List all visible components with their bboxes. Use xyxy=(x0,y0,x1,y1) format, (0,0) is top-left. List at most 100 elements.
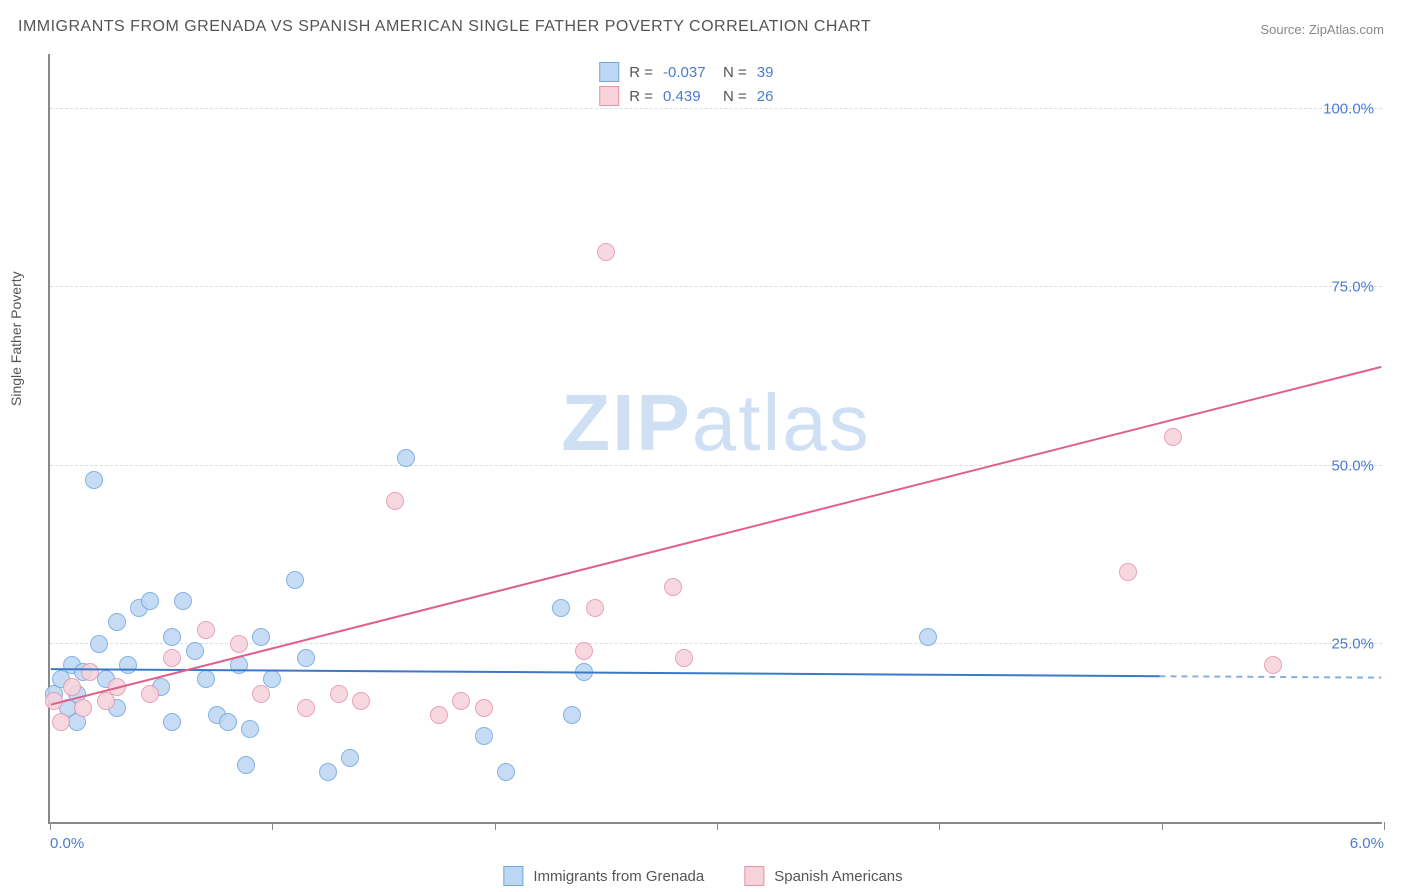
data-point xyxy=(475,727,493,745)
data-point xyxy=(174,592,192,610)
swatch-series-2 xyxy=(744,866,764,886)
trend-line xyxy=(51,669,1160,676)
data-point xyxy=(386,492,404,510)
swatch-series-1 xyxy=(599,62,619,82)
x-tick xyxy=(1384,822,1385,830)
legend-item-2: Spanish Americans xyxy=(744,866,902,886)
data-point xyxy=(141,592,159,610)
n-label: N = xyxy=(723,88,747,105)
data-point xyxy=(186,642,204,660)
data-point xyxy=(252,685,270,703)
data-point xyxy=(297,649,315,667)
x-tick-label: 6.0% xyxy=(1350,835,1384,852)
x-tick xyxy=(717,822,718,830)
x-tick-label: 0.0% xyxy=(50,835,84,852)
watermark: ZIPatlas xyxy=(561,377,870,469)
legend-item-1: Immigrants from Grenada xyxy=(503,866,704,886)
scatter-plot-area: ZIPatlas 25.0%50.0%75.0%100.0%0.0%6.0% xyxy=(48,54,1382,824)
data-point xyxy=(163,713,181,731)
y-axis-label: Single Father Poverty xyxy=(8,271,24,406)
data-point xyxy=(81,663,99,681)
data-point xyxy=(141,685,159,703)
data-point xyxy=(497,763,515,781)
data-point xyxy=(163,649,181,667)
data-point xyxy=(1264,656,1282,674)
data-point xyxy=(219,713,237,731)
data-point xyxy=(397,449,415,467)
data-point xyxy=(119,656,137,674)
data-point xyxy=(341,749,359,767)
data-point xyxy=(475,699,493,717)
data-point xyxy=(575,663,593,681)
data-point xyxy=(919,628,937,646)
y-tick-label: 100.0% xyxy=(1323,101,1374,118)
data-point xyxy=(586,599,604,617)
data-point xyxy=(163,628,181,646)
y-tick-label: 75.0% xyxy=(1331,279,1374,296)
x-tick xyxy=(50,822,51,830)
source-attribution: Source: ZipAtlas.com xyxy=(1260,22,1384,37)
n-label: N = xyxy=(723,64,747,81)
y-tick-label: 25.0% xyxy=(1331,635,1374,652)
data-point xyxy=(664,578,682,596)
data-point xyxy=(230,635,248,653)
data-point xyxy=(108,678,126,696)
source-link[interactable]: ZipAtlas.com xyxy=(1309,22,1384,37)
series-1-name: Immigrants from Grenada xyxy=(533,868,704,885)
trend-line-extension xyxy=(1160,676,1382,677)
data-point xyxy=(241,720,259,738)
data-point xyxy=(230,656,248,674)
data-point xyxy=(237,756,255,774)
swatch-series-1 xyxy=(503,866,523,886)
x-tick xyxy=(495,822,496,830)
data-point xyxy=(1119,563,1137,581)
data-point xyxy=(552,599,570,617)
n-value-1: 39 xyxy=(757,64,807,81)
watermark-zip: ZIP xyxy=(561,378,691,467)
legend-row-series-2: R = 0.439 N = 26 xyxy=(599,84,807,108)
series-legend: Immigrants from Grenada Spanish American… xyxy=(503,866,902,886)
watermark-atlas: atlas xyxy=(692,378,871,467)
swatch-series-2 xyxy=(599,86,619,106)
trend-line xyxy=(51,367,1382,705)
data-point xyxy=(90,635,108,653)
source-prefix: Source: xyxy=(1260,22,1308,37)
data-point xyxy=(597,243,615,261)
gridline xyxy=(50,643,1382,644)
x-tick xyxy=(1162,822,1163,830)
data-point xyxy=(85,471,103,489)
data-point xyxy=(575,642,593,660)
data-point xyxy=(286,571,304,589)
x-tick xyxy=(939,822,940,830)
data-point xyxy=(330,685,348,703)
data-point xyxy=(74,699,92,717)
n-value-2: 26 xyxy=(757,88,807,105)
data-point xyxy=(319,763,337,781)
gridline xyxy=(50,286,1382,287)
data-point xyxy=(108,613,126,631)
legend-row-series-1: R = -0.037 N = 39 xyxy=(599,60,807,84)
data-point xyxy=(452,692,470,710)
x-tick xyxy=(272,822,273,830)
r-label: R = xyxy=(629,64,653,81)
data-point xyxy=(297,699,315,717)
data-point xyxy=(45,692,63,710)
data-point xyxy=(63,678,81,696)
data-point xyxy=(1164,428,1182,446)
gridline xyxy=(50,465,1382,466)
data-point xyxy=(675,649,693,667)
gridline xyxy=(50,108,1382,109)
y-tick-label: 50.0% xyxy=(1331,457,1374,474)
series-2-name: Spanish Americans xyxy=(774,868,902,885)
data-point xyxy=(52,713,70,731)
r-value-2: 0.439 xyxy=(663,88,713,105)
correlation-legend: R = -0.037 N = 39 R = 0.439 N = 26 xyxy=(599,60,807,108)
trend-lines-layer xyxy=(50,54,1382,822)
chart-title: IMMIGRANTS FROM GRENADA VS SPANISH AMERI… xyxy=(18,18,871,36)
data-point xyxy=(352,692,370,710)
data-point xyxy=(430,706,448,724)
data-point xyxy=(252,628,270,646)
r-label: R = xyxy=(629,88,653,105)
data-point xyxy=(197,670,215,688)
r-value-1: -0.037 xyxy=(663,64,713,81)
